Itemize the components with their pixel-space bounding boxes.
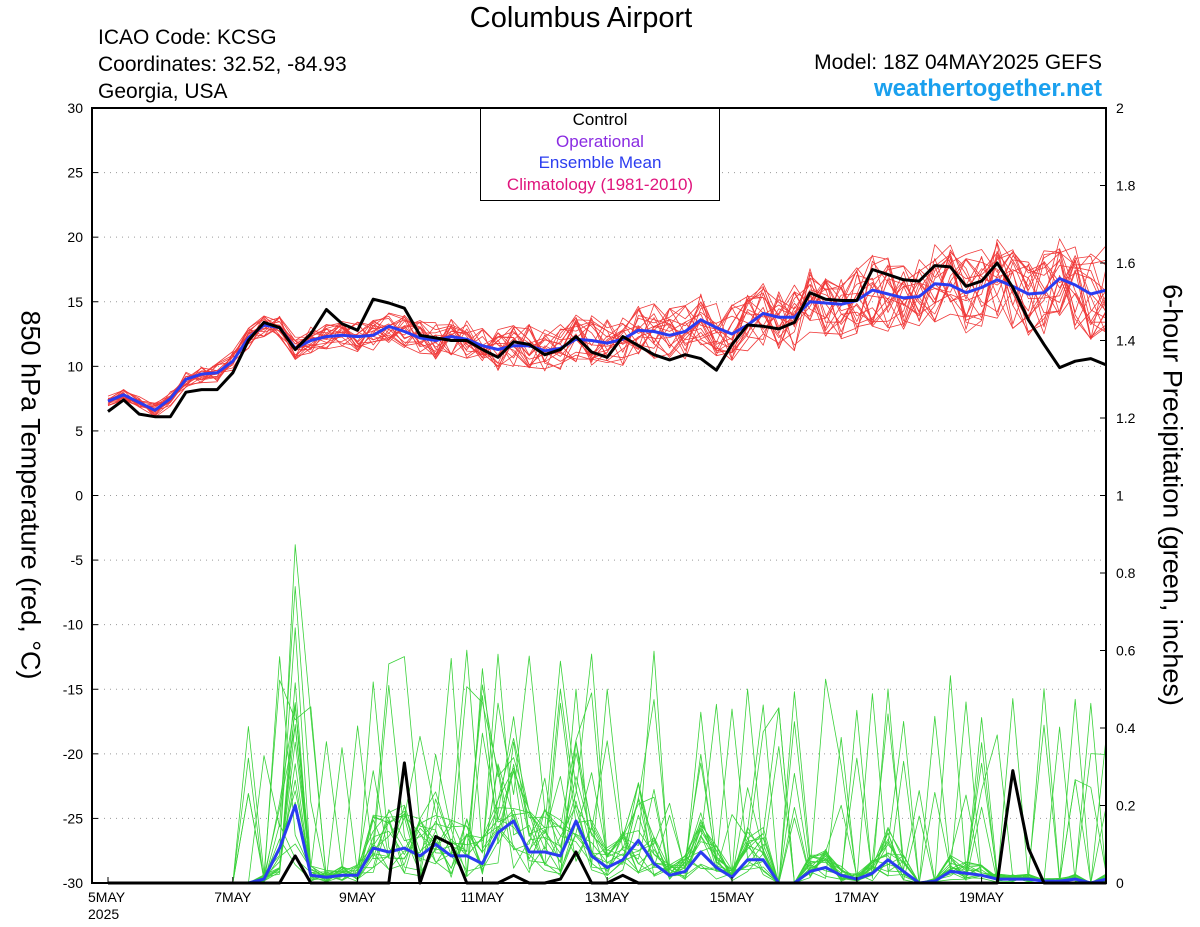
coordinates: Coordinates: 32.52, -84.93 [98, 53, 347, 76]
x-tick-label: 13MAY [585, 889, 631, 905]
precip-member-line [108, 653, 1107, 884]
precip-mean-line [108, 804, 1107, 885]
x-tick-label: 17MAY [834, 889, 880, 905]
temp-member-line [107, 248, 1107, 416]
precip-tick-label: 1.8 [1116, 178, 1136, 194]
temp-tick-label: -20 [63, 746, 83, 762]
precip-member-line [108, 653, 1107, 884]
precip-tick-label: 0.2 [1116, 798, 1136, 814]
precip-tick-label: 0.4 [1116, 720, 1136, 736]
legend-operational: Operational [556, 131, 644, 151]
precip-tick-label: 1 [1116, 488, 1124, 504]
temp-tick-label: 30 [67, 100, 83, 116]
temp-tick-label: 0 [75, 488, 83, 504]
temp-tick-label: -15 [63, 681, 83, 697]
precip-tick-label: 0.6 [1116, 643, 1136, 659]
temp-tick-label: -30 [63, 875, 83, 891]
model-run: Model: 18Z 04MAY2025 GEFS [814, 51, 1102, 74]
temp-tick-label: -10 [63, 617, 83, 633]
highlight-lines [107, 261, 1107, 885]
legend-control: Control [572, 110, 628, 129]
temp-member-line [107, 255, 1107, 414]
precip-member-line [108, 656, 1107, 884]
precip-member-line [108, 650, 1107, 884]
x-tick-label: 15MAY [710, 889, 756, 905]
temp-tick-label: 10 [67, 358, 83, 374]
grid-lines [92, 172, 1106, 819]
x-tick-label: 9MAY [339, 889, 377, 905]
temp-member-line [107, 243, 1107, 416]
x-tick-label: 11MAY [460, 889, 504, 905]
legend: Control Operational Ensemble Mean Climat… [480, 108, 720, 201]
temp-mean-line [107, 277, 1107, 412]
temp-tick-label: 15 [67, 294, 83, 310]
precip-tick-label: 0 [1116, 875, 1124, 891]
precip-member-line [108, 656, 1107, 884]
x-tick-label: 7MAY [214, 889, 252, 905]
right-axis-label: 6-hour Precipitation (green, inches) [1157, 284, 1188, 706]
temp-tick-label: 25 [67, 165, 83, 181]
chart-title: Columbus Airport [469, 2, 693, 34]
temp-tick-label: -5 [71, 552, 84, 568]
temp-tick-label: -25 [63, 810, 83, 826]
temp-tick-label: 5 [75, 423, 83, 439]
ensemble-members [107, 238, 1107, 884]
precip-tick-label: 2 [1116, 100, 1124, 116]
x-tick-label: 19MAY [959, 889, 1005, 905]
precip-member-line [108, 678, 1107, 884]
temp-member-line [107, 253, 1107, 407]
legend-ensemble-mean: Ensemble Mean [538, 153, 662, 172]
precip-tick-label: 1.2 [1116, 410, 1136, 426]
x-tick-sublabel: 2025 [88, 906, 119, 922]
temp-control-line [107, 261, 1107, 419]
x-tick-label: 5MAY [88, 889, 126, 905]
temp-member-line [107, 238, 1107, 413]
precip-tick-label: 1.4 [1116, 333, 1136, 349]
precip-tick-label: 0.8 [1116, 565, 1136, 581]
legend-climatology: Climatology (1981-2010) [506, 174, 694, 194]
icao-code: ICAO Code: KCSG [98, 26, 277, 49]
precip-tick-label: 1.6 [1116, 255, 1136, 271]
precip-member-line [108, 586, 1107, 884]
temp-tick-label: 20 [67, 229, 83, 245]
left-axis-label: 850 hPa Temperature (red, °C) [15, 310, 46, 680]
region-label: Georgia, USA [98, 80, 228, 103]
site-link[interactable]: weathertogether.net [873, 75, 1102, 102]
axis-ticks: 302520151050-5-10-15-20-25-3021.81.61.41… [63, 100, 1136, 922]
